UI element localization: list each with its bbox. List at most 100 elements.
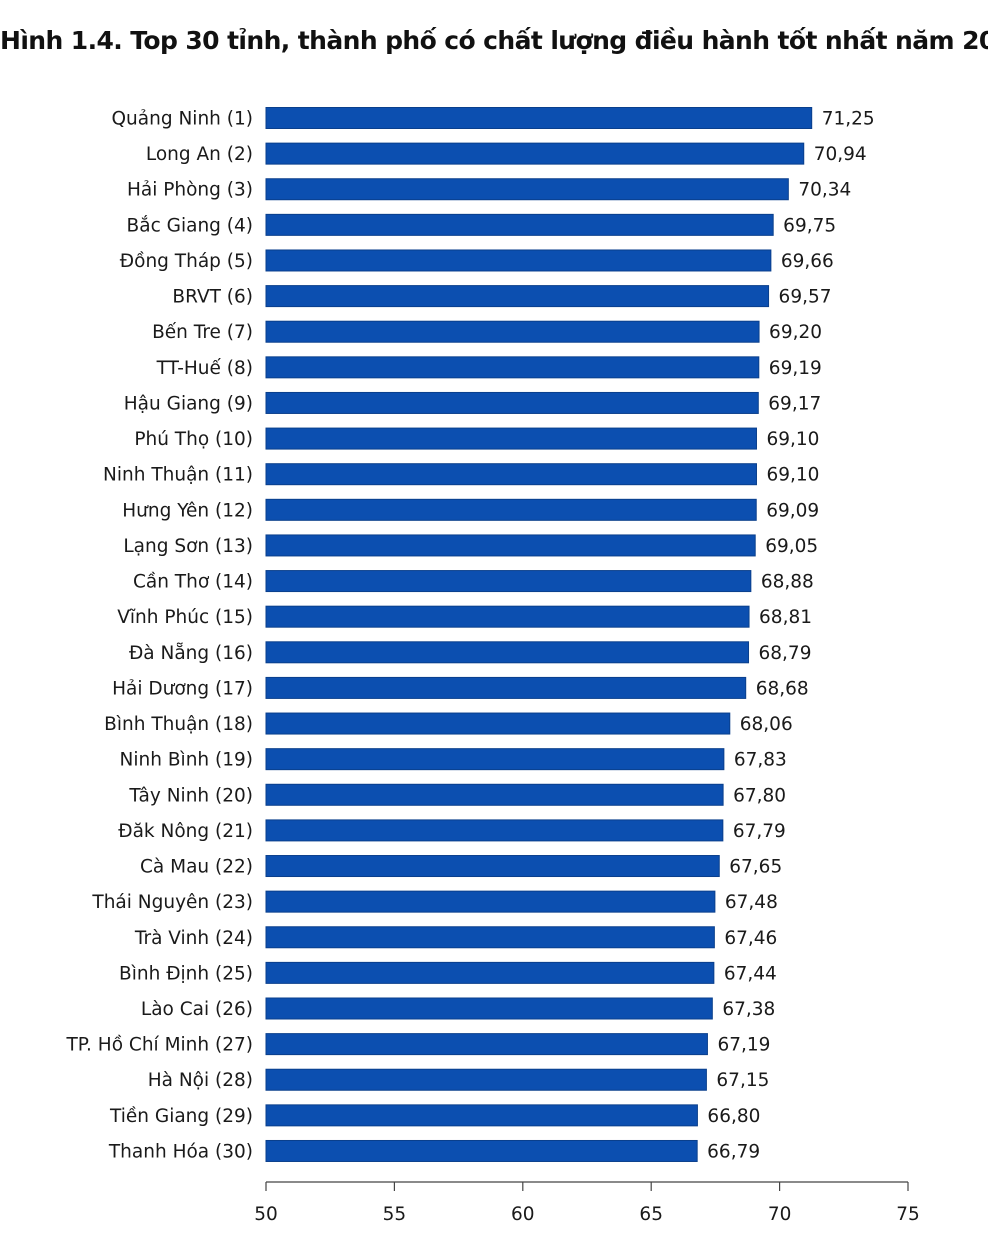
bar-row: Hải Phòng (3) 70,34	[127, 178, 851, 201]
value-label: 67,15	[716, 1070, 769, 1091]
bar-row: BRVT (6) 69,57	[172, 285, 832, 308]
bar	[265, 178, 789, 201]
category-label: Bình Thuận (18)	[104, 714, 253, 735]
bar-row: Hưng Yên (12) 69,09	[122, 498, 819, 521]
bar	[265, 605, 750, 628]
x-tick-label: 55	[383, 1204, 407, 1225]
bar	[265, 213, 774, 236]
value-label: 67,48	[725, 892, 778, 913]
category-label: Lào Cai (26)	[141, 999, 253, 1020]
category-label: Đăk Nông (21)	[118, 821, 253, 842]
value-label: 66,80	[707, 1106, 760, 1127]
bar	[265, 498, 757, 521]
bar	[265, 570, 752, 593]
bar-row: Thái Nguyên (23) 67,48	[91, 890, 778, 913]
bar-row: Ninh Bình (19) 67,83	[120, 748, 787, 771]
bar-row: TT-Huế (8) 69,19	[156, 356, 822, 379]
bar	[265, 356, 760, 379]
category-label: Hưng Yên (12)	[122, 500, 253, 521]
bar	[265, 676, 747, 699]
value-label: 68,79	[759, 643, 812, 664]
value-label: 67,80	[733, 785, 786, 806]
x-axis: 50 55 60 65 70 75	[254, 1181, 920, 1225]
bar	[265, 819, 724, 842]
bar-row: Trà Vinh (24) 67,46	[134, 926, 777, 949]
category-label: Hậu Giang (9)	[124, 393, 253, 414]
bar-row: Lạng Sơn (13) 69,05	[123, 534, 818, 557]
bar	[265, 783, 724, 806]
x-tick-label: 75	[896, 1204, 920, 1225]
value-label: 67,19	[717, 1035, 770, 1056]
bar	[265, 1033, 708, 1056]
category-label: Hải Dương (17)	[112, 678, 253, 699]
category-label: Lạng Sơn (13)	[123, 536, 253, 557]
value-label: 67,65	[729, 857, 782, 878]
bar-row: TP. Hồ Chí Minh (27) 67,19	[65, 1033, 770, 1056]
category-label: Đà Nẵng (16)	[129, 643, 253, 664]
bar-row: Đăk Nông (21) 67,79	[118, 819, 786, 842]
category-label: Đồng Tháp (5)	[120, 251, 253, 272]
x-tick-label: 65	[639, 1204, 663, 1225]
bar	[265, 320, 760, 343]
bar-row: Bắc Giang (4) 69,75	[127, 213, 836, 236]
bar-row: Hà Nội (28) 67,15	[148, 1068, 769, 1091]
bar-row: Bình Định (25) 67,44	[119, 961, 777, 984]
bar	[265, 855, 720, 878]
bar	[265, 107, 813, 129]
category-label: Ninh Bình (19)	[120, 750, 253, 771]
category-label: BRVT (6)	[172, 287, 253, 308]
value-label: 68,81	[759, 607, 812, 628]
bar-row: Tây Ninh (20) 67,80	[128, 783, 786, 806]
bar	[265, 712, 731, 735]
bar-row: Cà Mau (22) 67,65	[140, 855, 782, 878]
value-label: 68,88	[761, 572, 814, 593]
category-label: Hải Phòng (3)	[127, 180, 253, 201]
bar	[265, 641, 750, 664]
bar	[265, 961, 715, 984]
bar-row: Vĩnh Phúc (15) 68,81	[117, 605, 812, 628]
bar-row: Hải Dương (17) 68,68	[112, 676, 809, 699]
value-label: 66,79	[707, 1141, 760, 1162]
bar	[265, 748, 725, 771]
category-label: Bắc Giang (4)	[127, 215, 253, 236]
category-label: Long An (2)	[146, 144, 253, 165]
value-label: 69,19	[769, 358, 822, 379]
chart-title: Hình 1.4. Top 30 tỉnh, thành phố có chất…	[0, 26, 988, 55]
bar-row: Đà Nẵng (16) 68,79	[129, 641, 812, 664]
bar-row: Tiền Giang (29) 66,80	[109, 1104, 760, 1127]
category-label: Vĩnh Phúc (15)	[117, 607, 253, 628]
value-label: 69,20	[769, 322, 822, 343]
value-label: 67,79	[733, 821, 786, 842]
bar-row: Đồng Tháp (5) 69,66	[120, 249, 834, 272]
category-label: Cần Thơ (14)	[133, 572, 253, 593]
value-label: 67,38	[722, 999, 775, 1020]
x-tick-label: 50	[254, 1204, 278, 1225]
value-label: 69,17	[768, 393, 821, 414]
bar	[265, 1068, 707, 1091]
bar	[265, 391, 759, 414]
bar-row: Cần Thơ (14) 68,88	[133, 570, 814, 593]
bar-row: Bình Thuận (18) 68,06	[104, 712, 793, 735]
x-tick-label: 70	[768, 1204, 792, 1225]
bar-row: Thanh Hóa (30) 66,79	[108, 1139, 760, 1162]
value-label: 69,10	[766, 429, 819, 450]
bar-row: Phú Thọ (10) 69,10	[134, 427, 819, 450]
value-label: 69,10	[766, 465, 819, 486]
bar	[265, 249, 772, 272]
bar-row: Ninh Thuận (11) 69,10	[103, 463, 819, 486]
category-label: Cà Mau (22)	[140, 857, 253, 878]
bar	[265, 427, 757, 450]
x-tick-label: 60	[511, 1204, 535, 1225]
value-label: 69,09	[766, 500, 819, 521]
category-label: Bến Tre (7)	[152, 322, 253, 343]
value-label: 69,57	[779, 287, 832, 308]
category-label: Ninh Thuận (11)	[103, 465, 253, 486]
value-label: 67,44	[724, 963, 777, 984]
category-label: Quảng Ninh (1)	[112, 109, 254, 130]
bar	[265, 997, 713, 1020]
category-label: Thái Nguyên (23)	[91, 892, 253, 913]
value-label: 71,25	[822, 109, 875, 130]
value-label: 67,83	[734, 750, 787, 771]
bar-row: Hậu Giang (9) 69,17	[124, 391, 821, 414]
